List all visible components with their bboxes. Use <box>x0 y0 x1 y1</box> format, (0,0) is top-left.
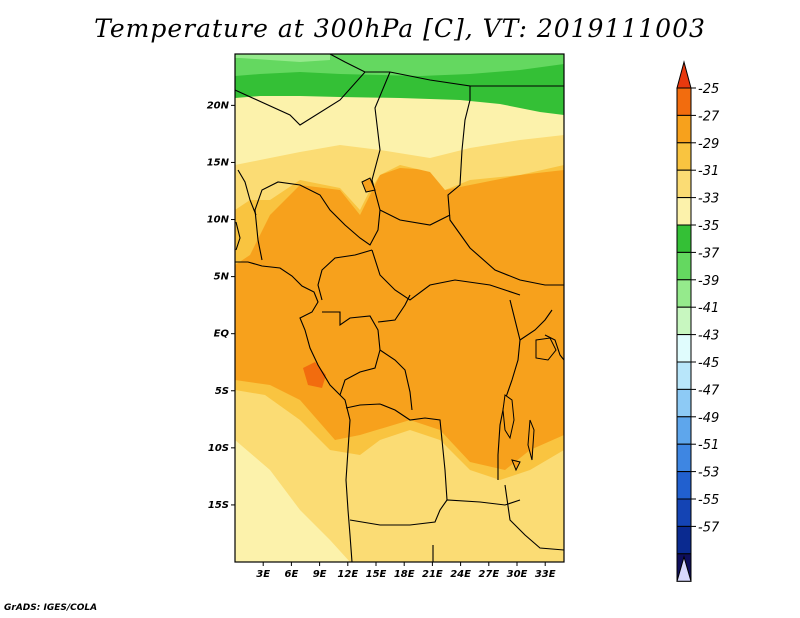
colorbar-top-triangle <box>676 60 692 89</box>
lon-tick-label: 3E <box>256 569 270 580</box>
lon-tick-label: 27E <box>478 569 499 580</box>
lon-tick-label: 6E <box>285 569 299 580</box>
lon-tick-label: 12E <box>337 569 358 580</box>
colorbar-box <box>676 279 692 308</box>
lat-tick-label: 10N <box>207 215 230 226</box>
colorbar-box <box>676 224 692 253</box>
lon-tick-label: 18E <box>394 569 415 580</box>
colorbar-label: -51 <box>698 438 719 453</box>
colorbar: -25 -27 -29 -31 -33 -35 -37 -39 -41 -43 -45 -47 -49 -… <box>676 60 720 582</box>
colorbar-box <box>676 87 692 116</box>
field-pale-green <box>235 54 330 62</box>
colorbar-box <box>676 251 692 281</box>
colorbar-label: -45 <box>698 356 719 371</box>
field-pale-south <box>235 440 350 562</box>
lon-tick-label: 15E <box>366 569 387 580</box>
colorbar-box <box>676 306 692 336</box>
lon-tick-label: 33E <box>535 569 556 580</box>
temperature-field <box>235 54 564 562</box>
colorbar-label: -49 <box>698 411 719 426</box>
colorbar-label: -41 <box>698 301 719 316</box>
colorbar-label: -53 <box>698 466 719 481</box>
latitude-axis: 20N 15N 10N 5N EQ 5S 10S 15S <box>207 100 235 511</box>
field-orange-core <box>235 168 564 470</box>
colorbar-label: -35 <box>698 219 719 234</box>
lat-tick-label: 15S <box>208 500 229 511</box>
colorbar-label: -33 <box>698 192 719 207</box>
colorbar-label: -37 <box>698 246 720 261</box>
lat-tick-label: EQ <box>214 329 230 340</box>
colorbar-label: -29 <box>698 137 719 152</box>
colorbar-label: -39 <box>698 274 719 289</box>
colorbar-box <box>676 525 692 555</box>
longitude-axis: 3E 6E 9E 12E 15E 18E 21E 24E 27E 30E 33E <box>256 562 556 580</box>
lat-tick-label: 5S <box>215 386 229 397</box>
colorbar-label: -55 <box>698 493 719 508</box>
colorbar-box <box>676 197 692 226</box>
colorbar-box <box>676 169 692 199</box>
lon-tick-label: 21E <box>422 569 443 580</box>
lake-outlines <box>361 177 557 472</box>
colorbar-box <box>676 142 692 171</box>
lon-tick-label: 9E <box>313 569 327 580</box>
lat-tick-label: 15N <box>207 157 230 168</box>
field-pale-north <box>235 95 564 165</box>
colorbar-bottom-triangle <box>676 555 692 582</box>
country-borders <box>235 54 564 562</box>
colorbar-box <box>676 334 692 363</box>
map-frame <box>234 53 565 563</box>
colorbar-label: -31 <box>698 164 719 179</box>
grads-credit: GrADS: IGES/COLA <box>4 603 98 613</box>
colorbar-box <box>676 114 692 144</box>
colorbar-box <box>676 471 692 500</box>
lat-tick-label: 5N <box>214 272 230 283</box>
colorbar-box <box>676 443 692 473</box>
lon-tick-label: 30E <box>507 569 528 580</box>
colorbar-box <box>676 388 692 418</box>
chart-title: Temperature at 300hPa [C], VT: 201911100… <box>94 14 706 43</box>
colorbar-box <box>676 416 692 445</box>
colorbar-box <box>676 361 692 390</box>
field-yellow-south <box>235 390 564 562</box>
lon-tick-label: 24E <box>450 569 471 580</box>
lat-tick-label: 20N <box>207 100 230 111</box>
colorbar-box <box>676 498 692 527</box>
colorbar-label: -47 <box>698 383 720 398</box>
colorbar-label: -27 <box>698 109 720 124</box>
lat-tick-label: 10S <box>208 443 229 454</box>
colorbar-label: -25 <box>698 82 719 97</box>
colorbar-label: -57 <box>698 520 720 535</box>
colorbar-label: -43 <box>698 329 719 344</box>
